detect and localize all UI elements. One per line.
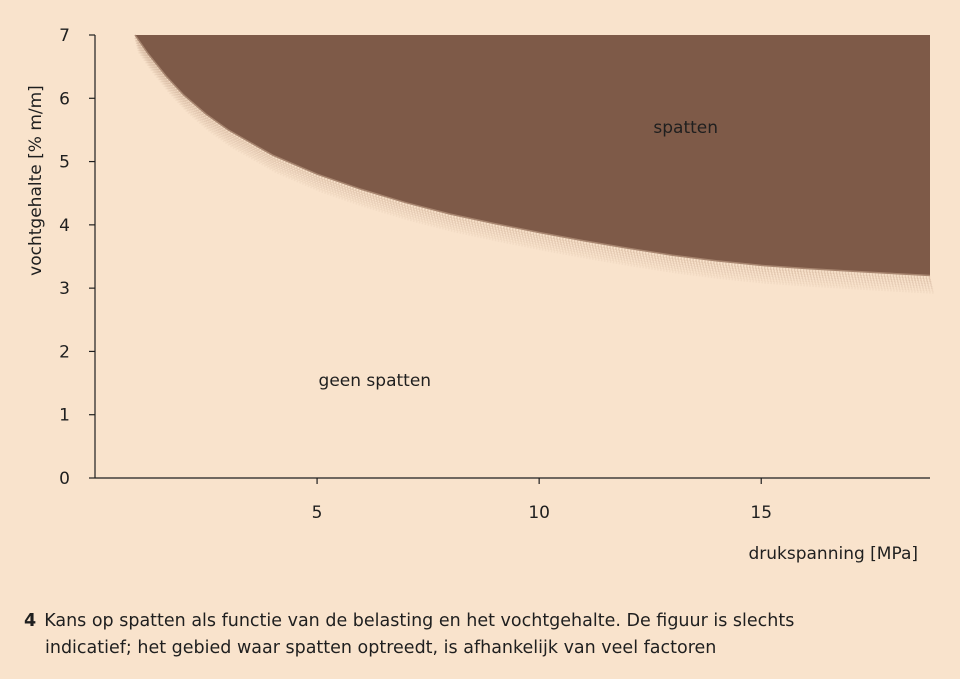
boundary-band-1 <box>134 36 931 280</box>
boundary-band-2 <box>134 38 932 282</box>
boundary-band-7 <box>137 50 935 294</box>
y-tick-label-5: 5 <box>59 153 70 173</box>
y-tick-label-3: 3 <box>59 279 70 299</box>
plot-area <box>134 34 935 294</box>
y-tick-label-7: 7 <box>59 26 70 46</box>
x-tick-label-5: 5 <box>312 503 323 523</box>
x-tick-label-15: 15 <box>750 503 772 523</box>
y-tick-label-4: 4 <box>59 216 70 236</box>
caption-line-2: indicatief; het gebied waar spatten optr… <box>45 638 717 658</box>
axes: 0 1 2 3 4 5 6 7 5 10 15 drukspanning [MPa] vochtgeha… <box>26 26 930 564</box>
y-tick-label-1: 1 <box>59 406 70 426</box>
region-spatten <box>135 35 930 276</box>
boundary-band-5 <box>136 46 934 289</box>
boundary-band-3 <box>135 41 932 285</box>
boundary-band-6 <box>137 48 934 292</box>
annotation-geen-spatten: geen spatten <box>319 371 432 391</box>
y-tick-label-0: 0 <box>59 469 70 489</box>
y-tick-label-2: 2 <box>59 342 70 362</box>
caption-number: 4 <box>24 611 37 631</box>
y-tick-label-6: 6 <box>59 89 70 109</box>
annotations: spatten geen spatten <box>319 118 718 391</box>
annotation-spatten: spatten <box>653 118 718 138</box>
chart: 0 1 2 3 4 5 6 7 5 10 15 drukspanning [MPa] vochtgeha… <box>26 26 935 564</box>
y-axis-title: vochtgehalte [% m/m] <box>26 85 46 276</box>
caption-text-1: Kans op spatten als functie van de belas… <box>44 611 795 631</box>
x-axis-title: drukspanning [MPa] <box>748 544 918 564</box>
boundary-band-4 <box>136 43 933 287</box>
boundary-line <box>134 34 931 277</box>
caption-line-1: 4 Kans op spatten als functie van de bela… <box>24 608 934 635</box>
x-tick-label-10: 10 <box>528 503 550 523</box>
figure-caption: 4 Kans op spatten als functie van de bela… <box>24 608 934 662</box>
